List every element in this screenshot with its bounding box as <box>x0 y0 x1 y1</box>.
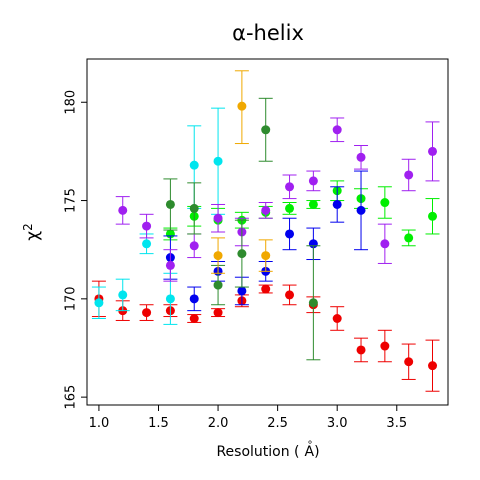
data-point <box>214 308 223 317</box>
chart-title: α-helix <box>232 21 304 45</box>
data-point <box>190 241 199 250</box>
data-point <box>118 290 127 299</box>
x-axis-label-unit: A <box>305 444 315 460</box>
data-point <box>404 233 413 242</box>
data-point <box>166 294 175 303</box>
x-tick-label: 3.0 <box>327 416 348 431</box>
data-point <box>380 198 389 207</box>
data-point <box>285 204 294 213</box>
data-point <box>237 102 246 111</box>
x-tick-label: 2.0 <box>208 416 229 431</box>
y-axis-label: χ2 <box>21 223 43 240</box>
data-point <box>261 285 270 294</box>
series <box>163 181 439 246</box>
y-axis-label-base: χ <box>23 231 43 241</box>
data-point <box>142 239 151 248</box>
data-point <box>404 170 413 179</box>
data-point <box>428 212 437 221</box>
data-point <box>190 294 199 303</box>
series <box>92 281 440 391</box>
x-tick-label: 1.0 <box>89 416 110 431</box>
data-point <box>214 214 223 223</box>
data-point <box>285 229 294 238</box>
data-point <box>309 176 318 185</box>
data-point <box>190 161 199 170</box>
data-point <box>214 157 223 166</box>
data-point <box>333 200 342 209</box>
data-point <box>261 251 270 260</box>
data-point <box>261 125 270 134</box>
data-point <box>142 222 151 231</box>
data-point <box>428 361 437 370</box>
data-point <box>357 153 366 162</box>
data-point <box>237 249 246 258</box>
data-point <box>214 281 223 290</box>
data-point <box>309 298 318 307</box>
data-point <box>333 314 342 323</box>
data-point <box>357 206 366 215</box>
plot-area <box>92 71 440 391</box>
x-axis: 1.0 1.5 2.0 2.5 3.0 3.5 <box>89 405 408 431</box>
data-point <box>214 251 223 260</box>
x-axis-label: Resolution (°A) <box>216 440 319 460</box>
x-tick-label: 1.5 <box>148 416 169 431</box>
data-point <box>142 308 151 317</box>
data-point <box>404 357 413 366</box>
data-point <box>261 206 270 215</box>
data-point <box>166 200 175 209</box>
data-point <box>380 239 389 248</box>
x-tick-label: 3.5 <box>386 416 407 431</box>
data-point <box>380 342 389 351</box>
data-point <box>285 182 294 191</box>
data-point <box>309 200 318 209</box>
data-point <box>357 345 366 354</box>
data-point <box>118 206 127 215</box>
y-tick-label: 180 <box>64 90 79 115</box>
series <box>116 118 440 281</box>
data-point <box>428 147 437 156</box>
y-tick-label: 165 <box>64 385 79 410</box>
data-point <box>285 290 294 299</box>
plot-frame <box>87 59 448 405</box>
y-axis-label-sup: 2 <box>21 223 35 231</box>
data-point <box>190 204 199 213</box>
data-point <box>237 286 246 295</box>
x-tick-label: 2.5 <box>267 416 288 431</box>
series <box>92 108 225 324</box>
data-point <box>190 314 199 323</box>
data-point <box>333 125 342 134</box>
y-axis: 165 170 175 180 <box>64 90 88 410</box>
y-tick-label: 170 <box>64 286 79 311</box>
x-axis-label-close: ) <box>314 444 319 460</box>
data-point <box>94 298 103 307</box>
data-point <box>166 261 175 270</box>
x-axis-label-base: Resolution ( <box>216 444 299 460</box>
y-tick-label: 175 <box>64 188 79 213</box>
